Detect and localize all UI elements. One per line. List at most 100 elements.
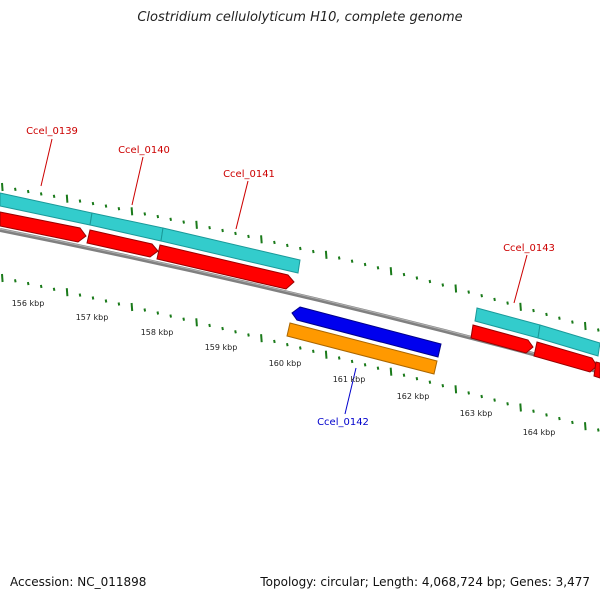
cds-arrow-red-1[interactable] <box>0 211 87 243</box>
lower-tick-minor <box>441 384 445 388</box>
upper-tick-minor <box>363 262 367 267</box>
lower-tick-minor <box>415 377 419 381</box>
cds-arrow-red-2[interactable] <box>86 229 159 258</box>
cds-track-red <box>0 211 600 379</box>
scale-label: 160 kbp <box>269 359 302 368</box>
cds-arrow-blue-ccel-0142[interactable] <box>291 306 442 358</box>
upper-tick-minor <box>350 259 354 263</box>
lower-tick-major <box>454 385 458 394</box>
gene-label-ccel-0140[interactable]: Ccel_0140 <box>118 145 170 156</box>
upper-tick-major <box>65 194 69 203</box>
upper-tick-major <box>324 250 328 259</box>
lower-tick-minor <box>156 311 160 315</box>
lower-tick-minor <box>39 284 43 289</box>
upper-tick-major <box>519 302 522 311</box>
lower-tick-minor <box>221 326 224 331</box>
upper-tick-minor <box>221 228 224 233</box>
upper-tick-minor <box>467 290 470 294</box>
cds-arrow-red-5[interactable] <box>533 341 598 373</box>
lower-tick-minor <box>52 287 56 291</box>
upper-tick-minor <box>441 283 445 287</box>
lower-tick-minor <box>376 366 380 370</box>
lower-tick-minor <box>363 363 367 367</box>
cds-arrow-red-3[interactable] <box>156 244 295 290</box>
scale-label: 157 kbp <box>76 313 109 322</box>
lower-tick-major <box>65 288 69 297</box>
upper-tick-major <box>1 182 4 192</box>
leader-line-ccel-0139 <box>40 138 53 187</box>
upper-tick-major <box>130 207 134 216</box>
cds-bar-ccel-0141[interactable] <box>160 227 301 274</box>
lower-tick-major <box>130 302 134 312</box>
lower-tick-minor <box>143 308 147 312</box>
upper-tick-minor <box>493 297 496 302</box>
upper-tick-minor <box>169 217 172 221</box>
lower-tick-minor <box>480 394 483 399</box>
scale-label: 163 kbp <box>460 409 493 418</box>
lower-tick-minor <box>169 314 172 318</box>
scale-label: 159 kbp <box>205 343 238 352</box>
lower-tick-minor <box>247 333 250 337</box>
lower-tick-minor <box>545 413 548 417</box>
upper-tick-minor <box>26 189 30 194</box>
lower-tick-major <box>519 403 522 412</box>
upper-tick-minor <box>156 214 160 219</box>
upper-tick-minor <box>558 316 561 320</box>
scale-labels: 156 kbp 157 kbp 158 kbp 159 kbp 160 kbp … <box>12 299 556 437</box>
lower-tick-minor <box>337 356 341 360</box>
lower-tick-minor <box>532 409 535 413</box>
lower-tick-minor <box>14 279 17 283</box>
scale-label: 162 kbp <box>397 392 430 401</box>
upper-tick-minor <box>428 279 432 284</box>
scale-label: 158 kbp <box>141 328 174 337</box>
upper-tick-minor <box>299 246 302 251</box>
lower-tick-minor <box>208 323 211 328</box>
lower-tick-minor <box>312 349 315 353</box>
lower-tick-major <box>1 273 4 283</box>
lower-tick-minor <box>402 373 406 377</box>
upper-tick-minor <box>104 204 108 208</box>
gene-label-ccel-0142[interactable]: Ccel_0142 <box>317 417 369 428</box>
gene-label-ccel-0139[interactable]: Ccel_0139 <box>26 126 78 137</box>
lower-tick-minor <box>597 428 600 432</box>
upper-tick-minor <box>532 308 535 313</box>
lower-tick-minor <box>273 339 276 344</box>
cds-arrow-red-6[interactable] <box>593 361 600 379</box>
scale-label: 164 kbp <box>523 428 556 437</box>
upper-tick-major <box>584 321 587 331</box>
lower-tick-minor <box>493 398 496 402</box>
lower-tick-minor <box>286 343 289 347</box>
lower-tick-minor <box>299 346 302 350</box>
leader-line-ccel-0141 <box>235 180 249 230</box>
lower-tick-minor <box>104 299 108 303</box>
upper-tick-major <box>389 267 393 276</box>
upper-tick-minor <box>208 226 211 230</box>
upper-tick-minor <box>143 212 147 216</box>
leader-line-ccel-0143 <box>513 254 528 304</box>
leader-line-ccel-0142 <box>344 367 357 415</box>
cds-track-cyan <box>0 192 600 357</box>
accession-text: Accession: NC_011898 <box>10 575 147 589</box>
upper-tick-minor <box>14 187 17 191</box>
upper-tick-minor <box>597 328 600 332</box>
upper-tick-minor <box>545 312 548 317</box>
cds-arrow-red-4[interactable] <box>470 324 534 354</box>
lower-tick-minor <box>234 330 237 334</box>
gene-label-ccel-0143[interactable]: Ccel_0143 <box>503 243 555 254</box>
cds-bar-ccel-0143b[interactable] <box>537 324 600 357</box>
upper-tick-minor <box>506 301 509 305</box>
upper-tick-minor <box>571 320 574 324</box>
lower-tick-minor <box>571 420 574 425</box>
feature-tick-track-upper <box>1 182 600 332</box>
lower-tick-minor <box>117 302 121 306</box>
upper-tick-minor <box>415 276 419 280</box>
genome-summary-text: Topology: circular; Length: 4,068,724 bp… <box>260 575 590 589</box>
lower-tick-minor <box>78 293 82 297</box>
gene-labels: Ccel_0139 Ccel_0140 Ccel_0141 Ccel_0143 … <box>26 126 555 428</box>
cds-track-reverse <box>286 306 442 375</box>
upper-tick-minor <box>312 249 315 254</box>
gene-label-ccel-0141[interactable]: Ccel_0141 <box>223 169 275 180</box>
cds-bar-orange-ccel-0142[interactable] <box>286 322 438 375</box>
lower-tick-minor <box>467 391 470 395</box>
